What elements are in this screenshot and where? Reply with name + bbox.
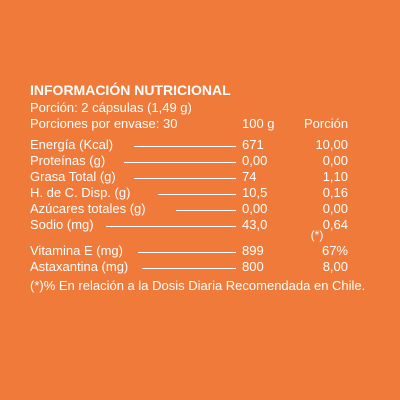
leader-line <box>124 162 236 163</box>
leader-line <box>134 178 236 179</box>
nutrient-row-astaxanthin: Astaxantina (mg) 800 8,00 <box>30 259 370 274</box>
value-portion: 0,16 <box>322 185 348 200</box>
value-portion: 0,00 <box>322 201 348 216</box>
serving-size: Porción: 2 cápsulas (1,49 g) <box>30 100 192 115</box>
nutrient-name: Grasa Total (g) <box>30 169 116 184</box>
leader-line <box>134 146 236 147</box>
leader-line <box>176 210 236 211</box>
nutrient-name: Astaxantina (mg) <box>30 259 129 274</box>
servings-per-pack: Porciones por envase: 30 <box>30 116 178 131</box>
nutrient-row-energy: Energía (Kcal) 671 10,00 <box>30 137 370 152</box>
leader-line <box>142 268 236 269</box>
column-header-portion: Porción <box>304 116 349 131</box>
asterisk-marker: (*) <box>310 228 324 242</box>
value-100g: 800 <box>242 259 264 274</box>
value-100g: 671 <box>242 137 264 152</box>
value-portion: 0,00 <box>322 153 348 168</box>
value-100g: 0,00 <box>242 153 268 168</box>
value-100g: 43,0 <box>242 217 268 232</box>
leader-line <box>138 252 236 253</box>
value-100g: 10,5 <box>242 185 268 200</box>
value-portion: 0,64 <box>322 217 348 232</box>
nutrient-row-total-fat: Grasa Total (g) 74 1,10 <box>30 169 370 184</box>
nutrient-name: Energía (Kcal) <box>30 137 114 152</box>
leader-line <box>106 226 236 227</box>
value-100g: 74 <box>242 169 257 184</box>
value-portion: 10,00 <box>315 137 348 152</box>
value-portion: 67% <box>321 243 348 258</box>
nutrient-row-vitamin-e: Vitamina E (mg) 899 67% <box>30 243 370 258</box>
nutrient-row-protein: Proteínas (g) 0,00 0,00 <box>30 153 370 168</box>
nutrient-row-sodium: Sodio (mg) 43,0 0,64 <box>30 217 370 232</box>
column-header-100g: 100 g <box>242 116 275 131</box>
nutrient-row-carbohydrates: H. de C. Disp. (g) 10,5 0,16 <box>30 185 370 200</box>
value-portion: 8,00 <box>322 259 348 274</box>
nutrient-name: Sodio (mg) <box>30 217 94 232</box>
nutrient-name: H. de C. Disp. (g) <box>30 185 131 200</box>
nutrient-row-total-sugars: Azúcares totales (g) 0,00 0,00 <box>30 201 370 216</box>
nutrient-name: Proteínas (g) <box>30 153 106 168</box>
label-title: INFORMACIÓN NUTRICIONAL <box>30 82 231 98</box>
value-100g: 0,00 <box>242 201 268 216</box>
nutrient-name: Azúcares totales (g) <box>30 201 146 216</box>
leader-line <box>158 194 236 195</box>
footnote: (*)% En relación a la Dosis Diaria Recom… <box>30 278 366 293</box>
value-portion: 1,10 <box>322 169 348 184</box>
nutrient-name: Vitamina E (mg) <box>30 243 123 258</box>
value-100g: 899 <box>242 243 264 258</box>
